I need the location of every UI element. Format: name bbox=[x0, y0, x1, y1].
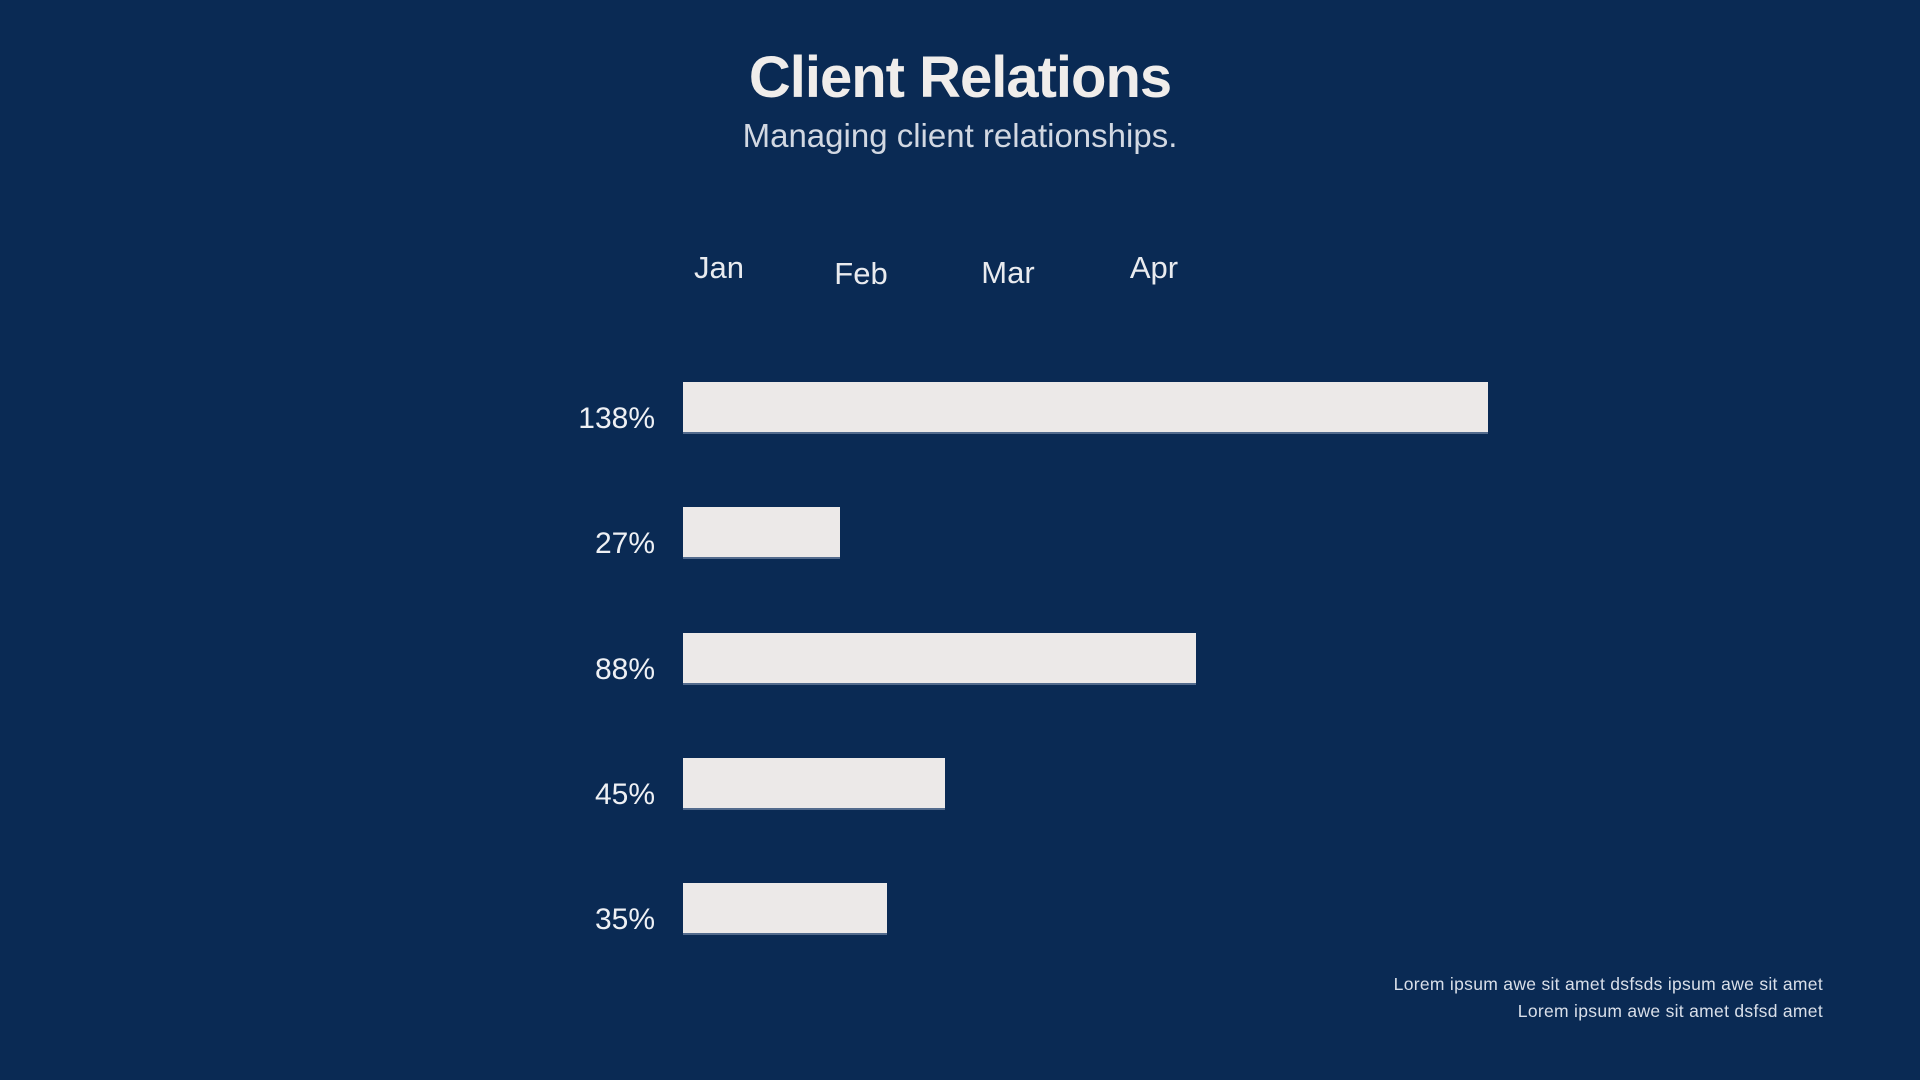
bar bbox=[683, 758, 945, 808]
bar-row: 45% bbox=[0, 758, 1920, 811]
footer-line-1: Lorem ipsum awe sit amet dsfsds ipsum aw… bbox=[1393, 974, 1823, 994]
value-label: 45% bbox=[594, 778, 655, 811]
month-label-jan: Jan bbox=[694, 250, 744, 285]
month-label-apr: Apr bbox=[1129, 250, 1179, 285]
page-subtitle: Managing client relationships. bbox=[742, 117, 1178, 154]
bar bbox=[683, 507, 840, 557]
footer-note: Lorem ipsum awe sit amet dsfsds ipsum aw… bbox=[1394, 971, 1823, 1025]
value-label: 27% bbox=[594, 527, 655, 560]
bar-row: 27% bbox=[0, 507, 1920, 560]
value-label: 35% bbox=[594, 903, 655, 936]
bar bbox=[683, 382, 1488, 432]
month-label-mar: Mar bbox=[981, 255, 1035, 290]
header: Client Relations Managing client relatio… bbox=[0, 0, 1920, 156]
value-label: 88% bbox=[594, 653, 655, 686]
footer-line-2: Lorem ipsum awe sit amet dsfsd amet bbox=[1517, 1001, 1823, 1021]
value-label: 138% bbox=[578, 402, 655, 435]
bar bbox=[683, 633, 1196, 683]
bar bbox=[683, 883, 887, 933]
page-title: Client Relations bbox=[748, 45, 1172, 110]
month-label-feb: Feb bbox=[834, 256, 888, 291]
bar-row: 88% bbox=[0, 633, 1920, 686]
bar-row: 138% bbox=[0, 382, 1920, 435]
bar-row: 35% bbox=[0, 883, 1920, 936]
